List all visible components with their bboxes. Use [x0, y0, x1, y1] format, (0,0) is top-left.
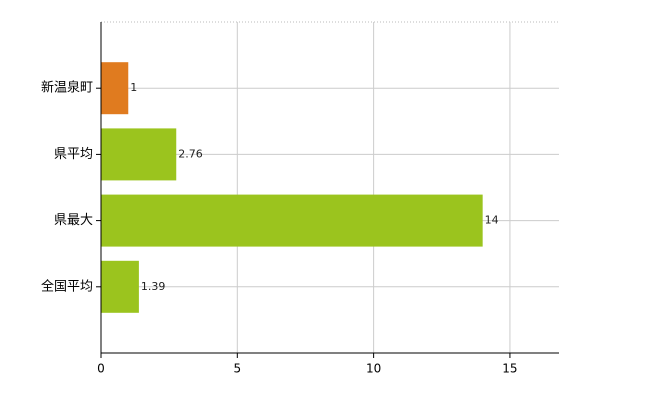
- value-label: 1: [130, 81, 137, 94]
- x-tick-label: 10: [366, 362, 381, 376]
- y-tick-label: 県平均: [54, 147, 93, 162]
- x-tick-label: 0: [97, 362, 105, 376]
- bar: [101, 62, 129, 115]
- value-label: 1.39: [141, 280, 166, 293]
- y-tick-label: 全国平均: [41, 278, 93, 294]
- x-tick-label: 5: [233, 362, 241, 376]
- bar: [101, 194, 483, 247]
- y-tick-label: 新温泉町: [41, 80, 93, 96]
- value-label: 14: [485, 214, 499, 227]
- y-tick-label: 県最大: [54, 213, 93, 228]
- value-label: 2.76: [178, 147, 203, 160]
- bar: [101, 128, 177, 181]
- bar: [101, 260, 139, 313]
- x-tick-label: 15: [502, 362, 517, 376]
